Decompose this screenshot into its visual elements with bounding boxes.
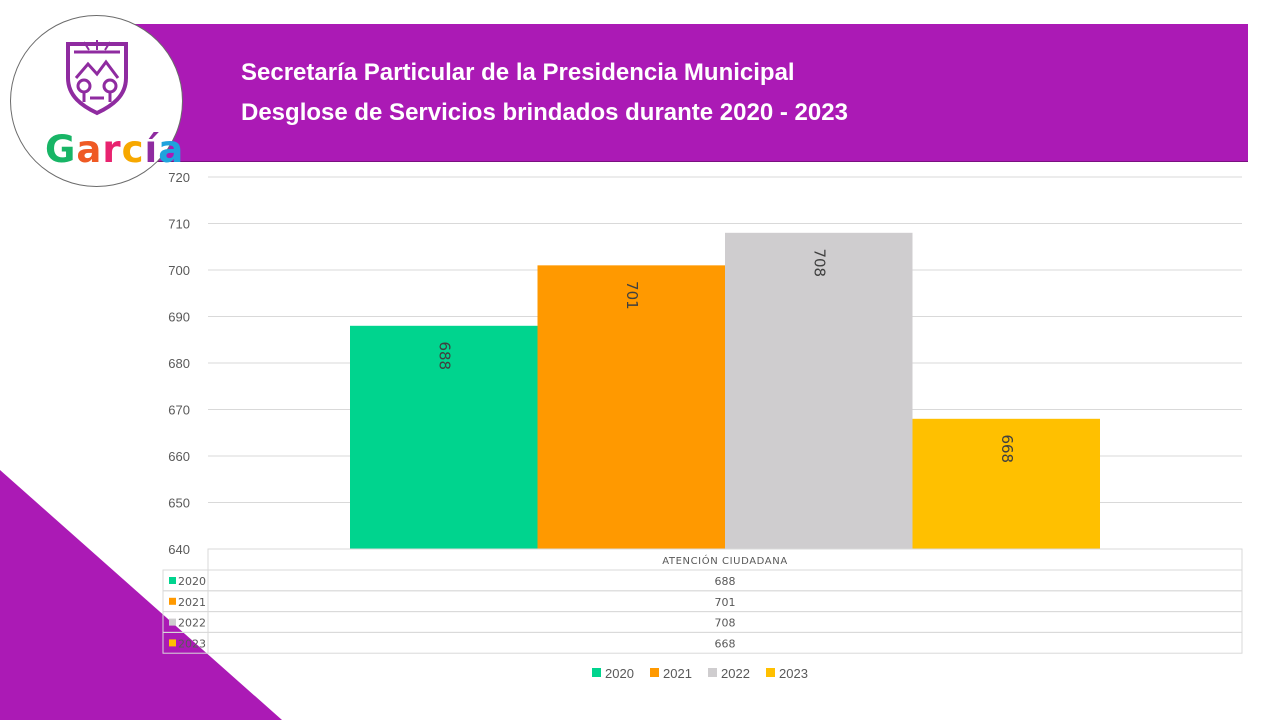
table-legend-key <box>169 577 176 584</box>
data-label: 688 <box>435 341 453 370</box>
table-value: 701 <box>715 596 736 609</box>
bar-2021 <box>537 265 725 549</box>
bar-2020 <box>350 325 538 549</box>
legend-swatch <box>650 668 659 677</box>
table-series-name: 2021 <box>178 596 206 609</box>
title-banner <box>130 24 1248 162</box>
table-series-name: 2022 <box>178 617 206 630</box>
logo-letter: a <box>158 128 185 171</box>
y-tick-label: 670 <box>168 403 190 418</box>
table-series-name: 2023 <box>178 637 206 650</box>
table-legend-key <box>169 639 176 647</box>
category-label: ATENCIÓN CIUDADANA <box>662 554 788 567</box>
y-tick-label: 660 <box>168 449 190 464</box>
logo-letter: G <box>45 128 77 171</box>
legend-label: 2021 <box>663 666 692 681</box>
logo-badge: García <box>10 15 183 187</box>
logo-letter: a <box>76 128 103 171</box>
data-label: 708 <box>810 248 828 277</box>
legend-label: 2020 <box>605 666 634 681</box>
y-tick-label: 700 <box>168 263 190 278</box>
table-legend-key <box>169 618 176 626</box>
table-value: 668 <box>715 637 736 650</box>
legend-swatch <box>766 668 775 677</box>
legend-label: 2022 <box>721 666 750 681</box>
table-series-name: 2020 <box>178 575 206 588</box>
table-row <box>162 631 1243 654</box>
data-label: 701 <box>623 281 641 310</box>
logo-letter: r <box>102 128 122 171</box>
logo-letter: c <box>121 128 145 171</box>
y-tick-label: 680 <box>168 356 190 371</box>
logo-wordmark: García <box>45 128 184 171</box>
title-line-1: Secretaría Particular de la Presidencia … <box>241 59 795 86</box>
y-tick-label: 720 <box>168 170 190 185</box>
table-row <box>162 611 1243 633</box>
logo-letter: í <box>144 128 159 171</box>
shield-icon <box>66 40 128 116</box>
legend-swatch <box>592 668 601 677</box>
table-value: 688 <box>715 575 736 588</box>
legend-swatch <box>708 668 717 677</box>
bar-2022 <box>725 232 913 550</box>
table-row <box>162 569 1243 592</box>
bar-2023 <box>912 418 1100 549</box>
legend-label: 2023 <box>779 666 808 681</box>
table-legend-key <box>169 597 176 605</box>
data-label: 668 <box>998 434 1016 463</box>
y-tick-label: 710 <box>168 217 190 232</box>
title-line-2: Desglose de Servicios brindados durante … <box>241 99 848 126</box>
table-row <box>162 590 1243 613</box>
y-tick-label: 650 <box>168 496 190 511</box>
table-value: 708 <box>715 617 736 630</box>
y-tick-label: 690 <box>168 310 190 325</box>
y-tick-label: 640 <box>168 542 190 557</box>
corner-decoration <box>0 470 282 720</box>
